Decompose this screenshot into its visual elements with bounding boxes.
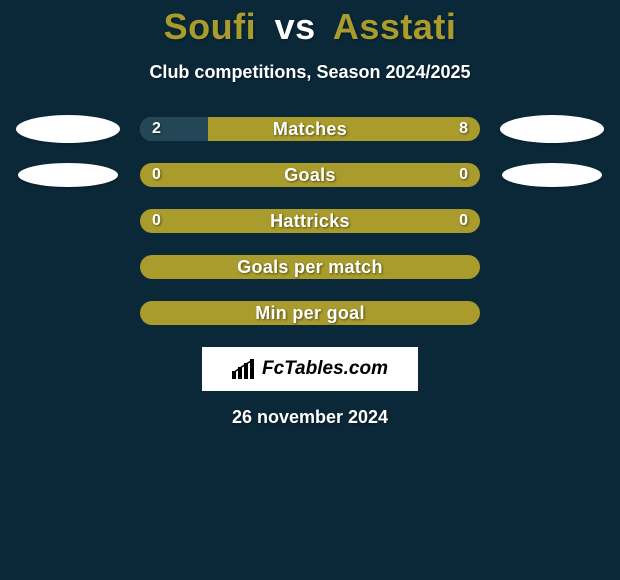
stat-row: Min per goal bbox=[0, 301, 620, 325]
stat-row: 00Hattricks bbox=[0, 209, 620, 233]
subtitle: Club competitions, Season 2024/2025 bbox=[0, 62, 620, 83]
stat-label: Matches bbox=[140, 117, 480, 141]
player1-avatar bbox=[18, 163, 118, 187]
player1-name: Soufi bbox=[164, 6, 256, 47]
avatar-slot-right bbox=[500, 115, 604, 143]
stat-row: 28Matches bbox=[0, 117, 620, 141]
stat-bar: 00Hattricks bbox=[140, 209, 480, 233]
logo-text: FcTables.com bbox=[262, 358, 388, 380]
stat-rows: 28Matches 00Goals 00Hattricks Goals per mat… bbox=[0, 117, 620, 325]
stat-label: Min per goal bbox=[140, 301, 480, 325]
player2-avatar bbox=[502, 163, 602, 187]
date-label: 26 november 2024 bbox=[0, 407, 620, 428]
stat-label: Goals per match bbox=[140, 255, 480, 279]
player2-name: Asstati bbox=[333, 6, 457, 47]
player1-avatar bbox=[16, 115, 120, 143]
player2-avatar bbox=[500, 115, 604, 143]
logo-box: FcTables.com bbox=[202, 347, 418, 391]
stat-label: Goals bbox=[140, 163, 480, 187]
stat-bar: 00Goals bbox=[140, 163, 480, 187]
stat-bar: 28Matches bbox=[140, 117, 480, 141]
avatar-slot-left bbox=[16, 163, 120, 187]
avatar-slot-right bbox=[500, 163, 604, 187]
bar-chart-icon bbox=[232, 359, 256, 379]
stat-label: Hattricks bbox=[140, 209, 480, 233]
stat-bar: Goals per match bbox=[140, 255, 480, 279]
page-title: Soufi vs Asstati bbox=[0, 6, 620, 48]
versus-label: vs bbox=[275, 6, 316, 47]
stat-bar: Min per goal bbox=[140, 301, 480, 325]
comparison-card: Soufi vs Asstati Club competitions, Seas… bbox=[0, 0, 620, 580]
logo: FcTables.com bbox=[232, 358, 388, 380]
stat-row: 00Goals bbox=[0, 163, 620, 187]
stat-row: Goals per match bbox=[0, 255, 620, 279]
avatar-slot-left bbox=[16, 115, 120, 143]
